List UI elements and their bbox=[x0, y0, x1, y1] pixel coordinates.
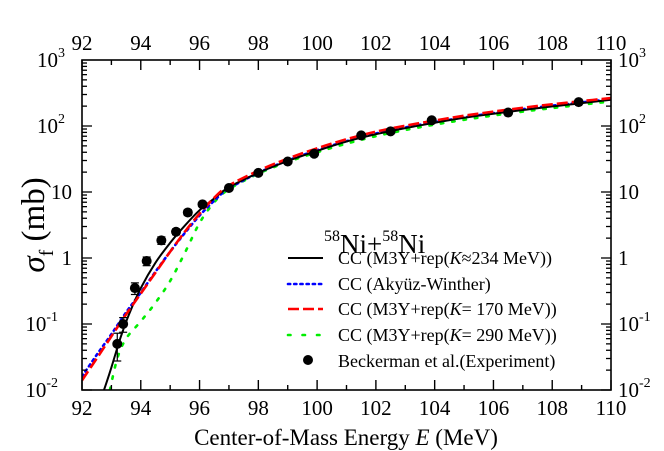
x-tick-label-top: 92 bbox=[72, 31, 93, 55]
y-tick-label-left: 103 bbox=[37, 46, 65, 72]
experiment-point bbox=[171, 226, 182, 237]
experiment-point bbox=[223, 182, 234, 193]
experiment-point bbox=[118, 319, 129, 329]
experiment-point bbox=[112, 338, 123, 349]
x-tick-label-bottom: 102 bbox=[360, 396, 392, 420]
y-tick-label-right: 1 bbox=[618, 246, 629, 270]
x-tick-label-bottom: 98 bbox=[248, 396, 269, 420]
curve-2 bbox=[82, 96, 611, 382]
y-tick-label-right: 10-2 bbox=[618, 376, 651, 402]
x-tick-label-top: 100 bbox=[301, 31, 333, 55]
x-tick-label-top: 102 bbox=[360, 31, 392, 55]
x-tick-label-bottom: 92 bbox=[72, 396, 93, 420]
experiment-point bbox=[141, 256, 152, 267]
legend: CC (M3Y+rep(K≈234 MeV)) CC (Akyüz-Winther… bbox=[286, 248, 557, 372]
reaction-annotation: 58Ni+58Ni bbox=[324, 228, 425, 259]
x-tick-label-bottom: 108 bbox=[536, 396, 568, 420]
legend-label-1: CC (Akyüz-Winther) bbox=[338, 274, 491, 295]
x-tick-label-top: 104 bbox=[419, 31, 451, 55]
x-tick-label-bottom: 106 bbox=[478, 396, 510, 420]
x-tick-label-top: 110 bbox=[596, 31, 627, 55]
x-tick-label-top: 108 bbox=[536, 31, 568, 55]
experiment-point bbox=[573, 97, 584, 108]
y-tick-label-left: 10-2 bbox=[25, 376, 58, 402]
curve-1 bbox=[82, 97, 611, 378]
y-tick-label-left: 102 bbox=[37, 112, 65, 138]
x-axis-ticks: 92 92 94 94 96 96 98 98 100 100 102 102 104 104 106 106… bbox=[72, 31, 627, 420]
y-tick-label-right: 102 bbox=[618, 112, 646, 138]
y-tick-label-left: 10-1 bbox=[25, 310, 58, 336]
experiment-point bbox=[197, 199, 208, 210]
y-tick-label-right: 10-1 bbox=[618, 310, 651, 336]
experiment-point bbox=[129, 283, 140, 294]
legend-label-2: CC (M3Y+rep(K= 170 MeV)) bbox=[338, 299, 557, 320]
y-tick-label-right: 103 bbox=[618, 46, 646, 72]
x-tick-label-bottom: 100 bbox=[301, 396, 333, 420]
x-tick-label-bottom: 94 bbox=[130, 396, 152, 420]
x-tick-label-bottom: 96 bbox=[189, 396, 210, 420]
experiment-point bbox=[426, 115, 437, 126]
experiment-point bbox=[156, 235, 167, 246]
experiment-point bbox=[282, 156, 293, 167]
x-tick-label-top: 106 bbox=[478, 31, 510, 55]
curve-0 bbox=[103, 98, 611, 390]
experiment-point bbox=[253, 167, 264, 178]
x-tick-label-bottom: 104 bbox=[419, 396, 451, 420]
x-tick-label-top: 96 bbox=[189, 31, 210, 55]
y-tick-label-left: 10 bbox=[51, 180, 72, 204]
y-tick-label-left: 1 bbox=[62, 246, 73, 270]
x-axis-label: Center-of-Mass Energy E (MeV) bbox=[194, 425, 498, 450]
legend-label-experiment: Beckerman et al.(Experiment) bbox=[338, 351, 555, 372]
legend-label-3: CC (M3Y+rep(K= 290 MeV)) bbox=[338, 325, 557, 346]
x-tick-label-top: 98 bbox=[248, 31, 269, 55]
experiment-point bbox=[385, 126, 396, 137]
x-tick-label-top: 94 bbox=[130, 31, 152, 55]
legend-label-0: CC (M3Y+rep(K≈234 MeV)) bbox=[338, 248, 552, 269]
y-axis-ticks: 103 103 102 102 10 10 1 1 10-1 10-1 10-2 10-2 bbox=[25, 46, 650, 402]
experiment-point bbox=[309, 148, 320, 159]
y-axis-label: σf (mb) bbox=[16, 177, 58, 272]
experiment-point bbox=[503, 107, 514, 118]
experiment-point bbox=[356, 130, 367, 141]
y-tick-label-right: 10 bbox=[618, 180, 639, 204]
experiment-points bbox=[112, 97, 584, 362]
experiment-point bbox=[182, 207, 193, 218]
legend-swatch-experiment bbox=[303, 355, 313, 365]
x-tick-label-bottom: 110 bbox=[596, 396, 627, 420]
